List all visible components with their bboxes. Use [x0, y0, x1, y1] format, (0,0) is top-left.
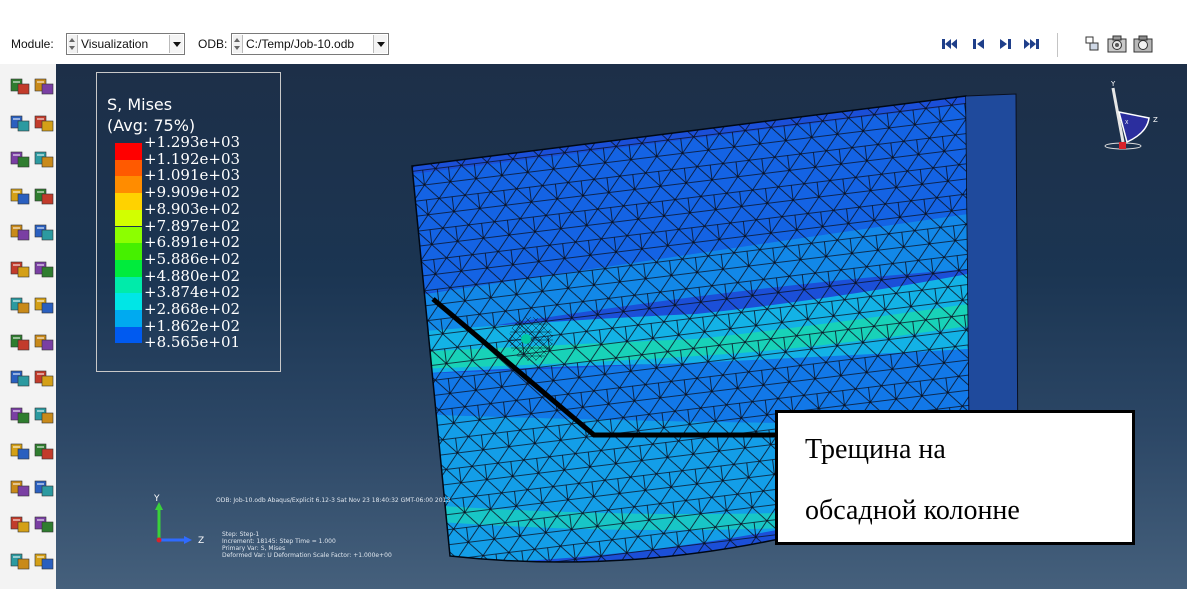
report-icon[interactable] — [34, 514, 54, 534]
first-frame-icon[interactable] — [941, 37, 959, 51]
cylinder-shell — [412, 96, 970, 563]
symbol-plot-icon[interactable] — [10, 186, 30, 206]
legend-value: +1.293e+03 — [144, 133, 241, 151]
legend-value: +4.880e+02 — [144, 266, 241, 285]
legend-value: +9.909e+02 — [144, 183, 241, 202]
odb-combobox[interactable]: C:/Temp/Job-10.odb — [231, 33, 389, 55]
animation-options-icon[interactable] — [34, 332, 54, 352]
previous-frame-icon[interactable] — [970, 37, 988, 51]
legend-value: +1.091e+03 — [144, 166, 241, 185]
path-icon[interactable] — [10, 441, 30, 461]
module-label: Module: — [11, 37, 54, 51]
symbol-options-icon[interactable] — [34, 186, 54, 206]
primary-var-info-text: Primary Var: S, Mises — [222, 545, 286, 552]
probe-values-icon[interactable] — [10, 514, 30, 534]
model-render — [411, 93, 1019, 563]
triad-z-label: Z — [198, 536, 204, 546]
legend-value: +8.565e+01 — [144, 333, 241, 352]
legend-value: +1.862e+02 — [144, 316, 241, 335]
callout-text-line-2: обсадной колонне — [805, 495, 1020, 526]
callout-pointer-line — [431, 297, 776, 438]
toolbar-separator — [1057, 33, 1058, 57]
legend-value: +7.897e+02 — [144, 216, 241, 235]
legend-color-swatch — [115, 159, 142, 177]
view-triad-x-label: X — [1125, 120, 1129, 126]
context-toolbar: Module: Visualization ODB: C:/Temp/Job-1… — [0, 26, 1187, 65]
legend-color-swatch — [115, 176, 142, 194]
plot-contours-icon[interactable] — [10, 149, 30, 169]
legend-color-swatch — [115, 143, 142, 160]
common-options-icon[interactable] — [10, 551, 30, 571]
legend-color-swatch — [115, 193, 142, 210]
legend-color-swatch — [115, 226, 142, 244]
query-icon[interactable] — [10, 478, 30, 498]
chevron-down-icon[interactable] — [169, 35, 183, 53]
legend-title: S, Mises — [107, 95, 173, 114]
last-frame-icon[interactable] — [1022, 37, 1040, 51]
result-options-icon[interactable] — [34, 368, 54, 388]
animation-camera-icon[interactable] — [1107, 34, 1127, 54]
deformed-var-info-text: Deformed Var: U Deformation Scale Factor… — [222, 552, 392, 559]
view-orientation-triad: Y Z X — [1104, 80, 1158, 150]
animate-harmonic-icon[interactable] — [10, 332, 30, 352]
material-orientation-icon[interactable] — [10, 222, 30, 242]
legend-value: +1.192e+03 — [144, 149, 241, 168]
allow-multiple-plot-icon[interactable] — [10, 259, 30, 279]
legend-color-swatch — [115, 209, 142, 227]
legend-color-swatch — [115, 310, 142, 327]
increment-info-text: Increment: 18145: Step Time = 1.000 — [222, 538, 336, 545]
odb-value: C:/Temp/Job-10.odb — [246, 37, 355, 51]
viewport-tile-icon[interactable] — [10, 76, 30, 96]
xy-data-icon[interactable] — [10, 405, 30, 425]
create-display-group-icon[interactable] — [10, 368, 30, 388]
top-strip — [0, 0, 1187, 26]
frame-options-icon[interactable] — [1082, 34, 1102, 54]
overlay-icon[interactable] — [34, 259, 54, 279]
legend-value: +6.891e+02 — [144, 233, 241, 252]
contour-legend: S, Mises (Avg: 75%) +1.293e+03 +1.192e+03… — [96, 72, 281, 372]
xy-plot-icon[interactable] — [34, 441, 54, 461]
chevron-down-icon[interactable] — [373, 35, 387, 53]
view-triad-y-label: Y — [1110, 80, 1116, 88]
odb-spinner-icon[interactable] — [233, 35, 243, 53]
deformed-shape-icon[interactable] — [34, 113, 54, 133]
xy-manager-icon[interactable] — [34, 405, 54, 425]
triad-y-label: Y — [153, 494, 160, 504]
odb-info-text: ODB: Job-10.odb Abaqus/Explicit 6.12-3 S… — [216, 497, 451, 504]
legend-color-swatch — [115, 243, 142, 260]
superimpose-icon[interactable] — [34, 551, 54, 571]
module-spinner-icon[interactable] — [68, 35, 78, 53]
legend-value: +2.868e+02 — [144, 300, 241, 318]
legend-color-swatch — [115, 259, 142, 277]
field-output-icon[interactable] — [34, 478, 54, 498]
module-value: Visualization — [81, 37, 149, 51]
contour-options-icon[interactable] — [34, 149, 54, 169]
animate-time-icon[interactable] — [34, 295, 54, 315]
undeformed-shape-icon[interactable] — [10, 113, 30, 133]
step-info-text: Step: Step-1 — [222, 531, 260, 538]
toolbox — [0, 64, 57, 589]
callout-text-line-1: Трещина на — [805, 434, 946, 465]
view-triad-z-label: Z — [1153, 116, 1158, 124]
orientation-options-icon[interactable] — [34, 222, 54, 242]
module-combobox[interactable]: Visualization — [66, 33, 185, 55]
legend-color-swatch — [115, 276, 142, 294]
legend-value: +5.886e+02 — [144, 249, 241, 268]
viewport-cascade-icon[interactable] — [34, 76, 54, 96]
crack-callout-box: Трещина на обсадной колонне — [775, 410, 1135, 545]
camera-icon[interactable] — [1133, 34, 1153, 54]
legend-color-swatch — [115, 293, 142, 310]
legend-color-swatch — [115, 326, 142, 344]
legend-subtitle: (Avg: 75%) — [107, 116, 196, 135]
coordinate-triad: Y Z — [153, 494, 204, 546]
legend-value: +8.903e+02 — [144, 199, 241, 218]
odb-label: ODB: — [198, 37, 228, 51]
next-frame-icon[interactable] — [996, 37, 1014, 51]
animate-scale-icon[interactable] — [10, 295, 30, 315]
legend-value: +3.874e+02 — [144, 283, 241, 302]
